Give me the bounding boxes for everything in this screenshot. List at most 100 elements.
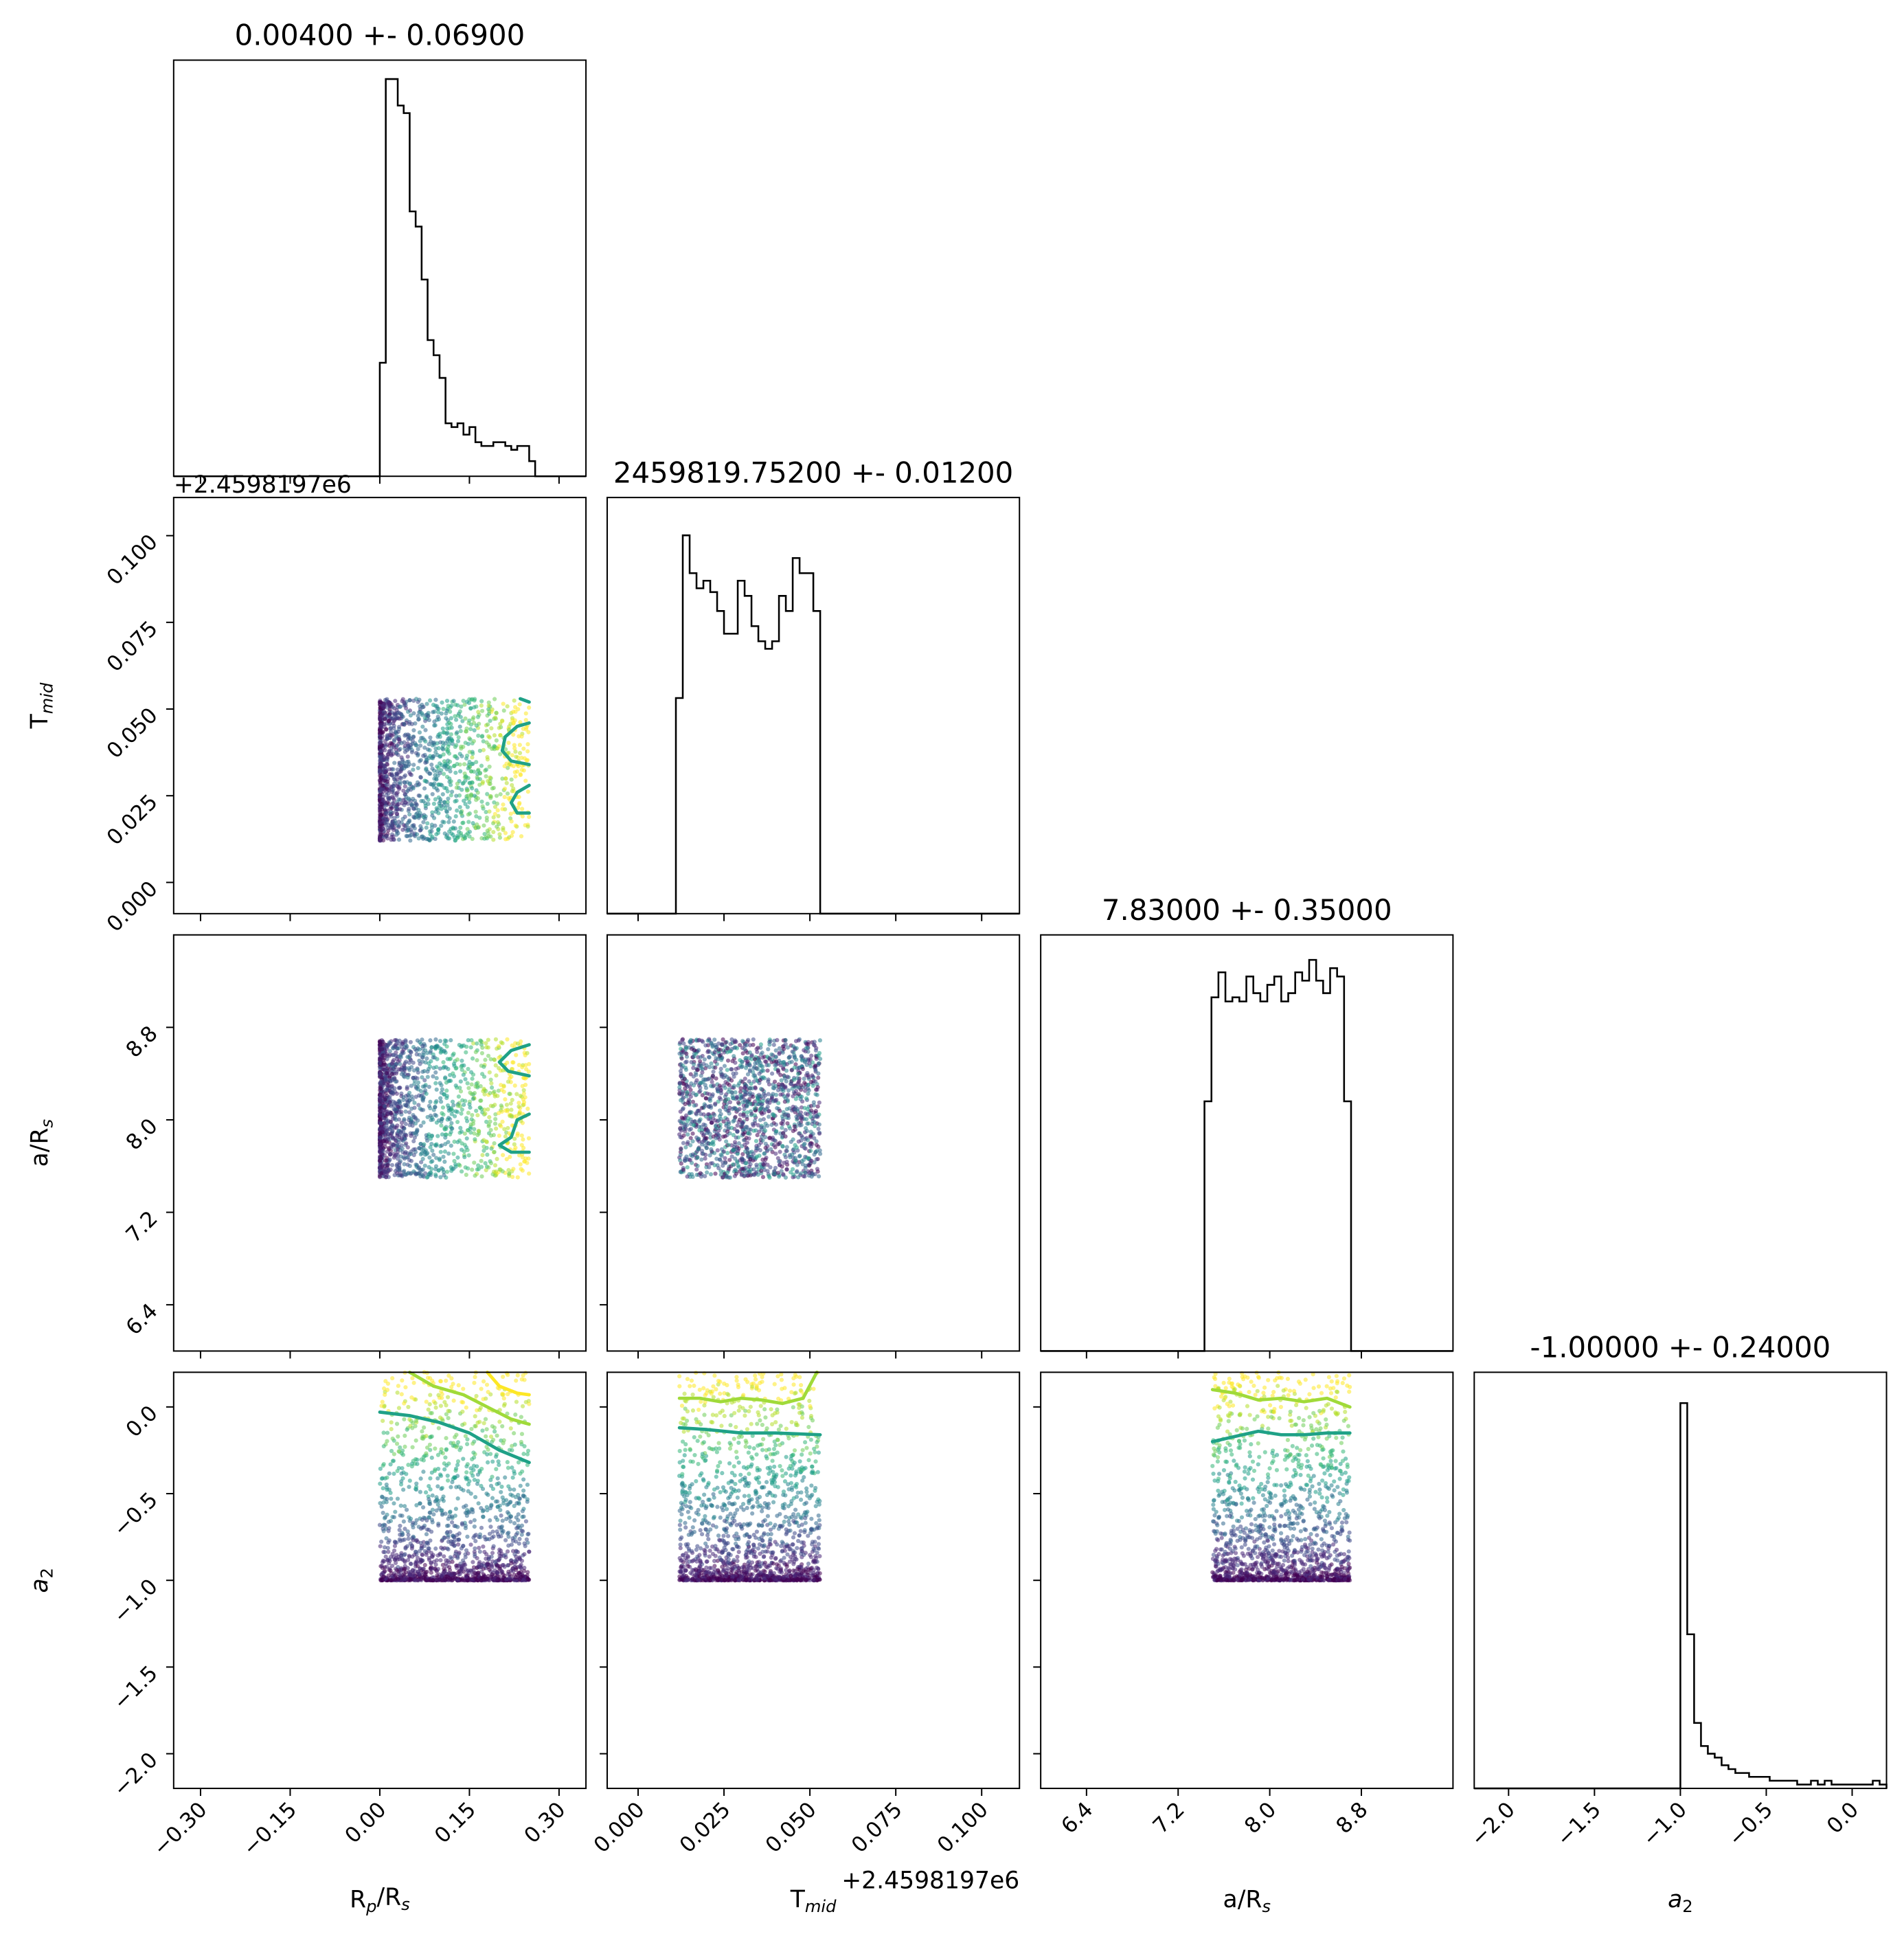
scatter-point [776, 1174, 782, 1179]
scatter-point [755, 1050, 760, 1055]
scatter-point [435, 1044, 440, 1049]
scatter-point [710, 1160, 715, 1166]
scatter-point [795, 1169, 800, 1173]
scatter-point [703, 1103, 708, 1108]
scatter-point [685, 1165, 690, 1170]
scatter-point [808, 1129, 813, 1134]
scatter-point [485, 755, 490, 760]
scatter-point [449, 1169, 454, 1173]
scatter-point [479, 703, 484, 708]
scatter-point [409, 750, 414, 754]
scatter-point [796, 1139, 801, 1144]
scatter-point [747, 1079, 751, 1084]
scatter-point [743, 1047, 747, 1052]
scatter-point [707, 1132, 712, 1136]
scatter-point [378, 1135, 383, 1140]
scatter-point [464, 1118, 470, 1123]
scatter-point [403, 743, 407, 749]
scatter-point [494, 1073, 499, 1078]
scatter-point [473, 1137, 477, 1142]
scatter-point [378, 1074, 383, 1079]
scatter-point [444, 1447, 449, 1452]
scatter-point [420, 1429, 424, 1434]
scatter-point [383, 717, 387, 721]
scatter-point [422, 1425, 427, 1430]
scatter-point [696, 1139, 702, 1144]
scatter-point [751, 1094, 756, 1099]
scatter-point [378, 780, 383, 785]
scatter-point [492, 1149, 497, 1154]
scatter-point [710, 1140, 715, 1145]
scatter-point [396, 724, 402, 730]
scatter-point [403, 1172, 407, 1177]
scatter-point [519, 834, 524, 839]
scatter-point [510, 1097, 514, 1103]
scatter-point [389, 1072, 395, 1077]
scatter-point [433, 1143, 438, 1147]
scatter-point [394, 1091, 399, 1097]
scatter-point [441, 772, 446, 776]
scatter-point [390, 794, 395, 799]
scatter-point [395, 777, 400, 782]
scatter-point [481, 747, 486, 752]
scatter-point [426, 1067, 431, 1072]
scatter-point [420, 1108, 426, 1112]
scatter-point [757, 1154, 762, 1158]
scatter-point [404, 706, 409, 711]
scatter-point [449, 1129, 453, 1134]
scatter-point [481, 823, 486, 828]
scatter-point [384, 1071, 389, 1076]
scatter-point [427, 1084, 431, 1090]
scatter-point [501, 701, 506, 706]
scatter-point [771, 1143, 776, 1147]
scatter-point [475, 796, 481, 801]
scatter-point [512, 743, 517, 747]
scatter-point [488, 796, 493, 800]
scatter-point [712, 1151, 717, 1156]
scatter-point [716, 1118, 721, 1123]
scatter-point [475, 790, 480, 795]
histogram-0 [173, 78, 587, 477]
scatter-point [505, 1037, 510, 1042]
scatter-point [506, 765, 510, 770]
scatter-point [450, 738, 455, 743]
scatter-point [765, 1068, 770, 1073]
scatter-point [386, 719, 391, 724]
scatter-point [463, 741, 468, 745]
scatter-point [503, 1475, 508, 1480]
scatter-point [418, 739, 422, 743]
scatter-point [377, 1166, 383, 1171]
scatter-point [758, 1042, 763, 1047]
scatter-point [464, 1441, 470, 1447]
scatter-point [402, 761, 407, 765]
scatter-point [451, 1071, 455, 1076]
scatter-point [428, 772, 433, 776]
scatter-point [473, 1084, 478, 1089]
scatter-point [397, 785, 402, 790]
scatter-point [394, 1117, 398, 1123]
scatter-point [775, 1171, 780, 1176]
scatter-point [476, 1128, 481, 1134]
scatter-point [410, 1123, 415, 1128]
scatter-point [495, 801, 500, 806]
scatter-point [513, 823, 518, 828]
scatter-point [424, 825, 429, 830]
scatter-point [385, 1487, 389, 1492]
scatter-point [690, 1099, 696, 1104]
scatter-point [694, 1067, 700, 1072]
scatter-point [387, 767, 392, 772]
scatter-point [813, 1123, 817, 1129]
scatter-point [508, 1114, 512, 1118]
scatter-point [438, 1175, 443, 1180]
scatter-point [747, 1050, 752, 1055]
scatter-point [513, 705, 518, 710]
scatter-point [455, 781, 460, 786]
scatter-point [756, 1172, 760, 1177]
scatter-point [405, 1085, 409, 1090]
scatter-point [416, 1103, 421, 1108]
scatter-point [486, 722, 490, 727]
scatter-point [766, 1092, 771, 1097]
scatter-point [381, 1486, 385, 1491]
scatter-point [767, 1114, 771, 1119]
scatter-point [454, 794, 459, 798]
